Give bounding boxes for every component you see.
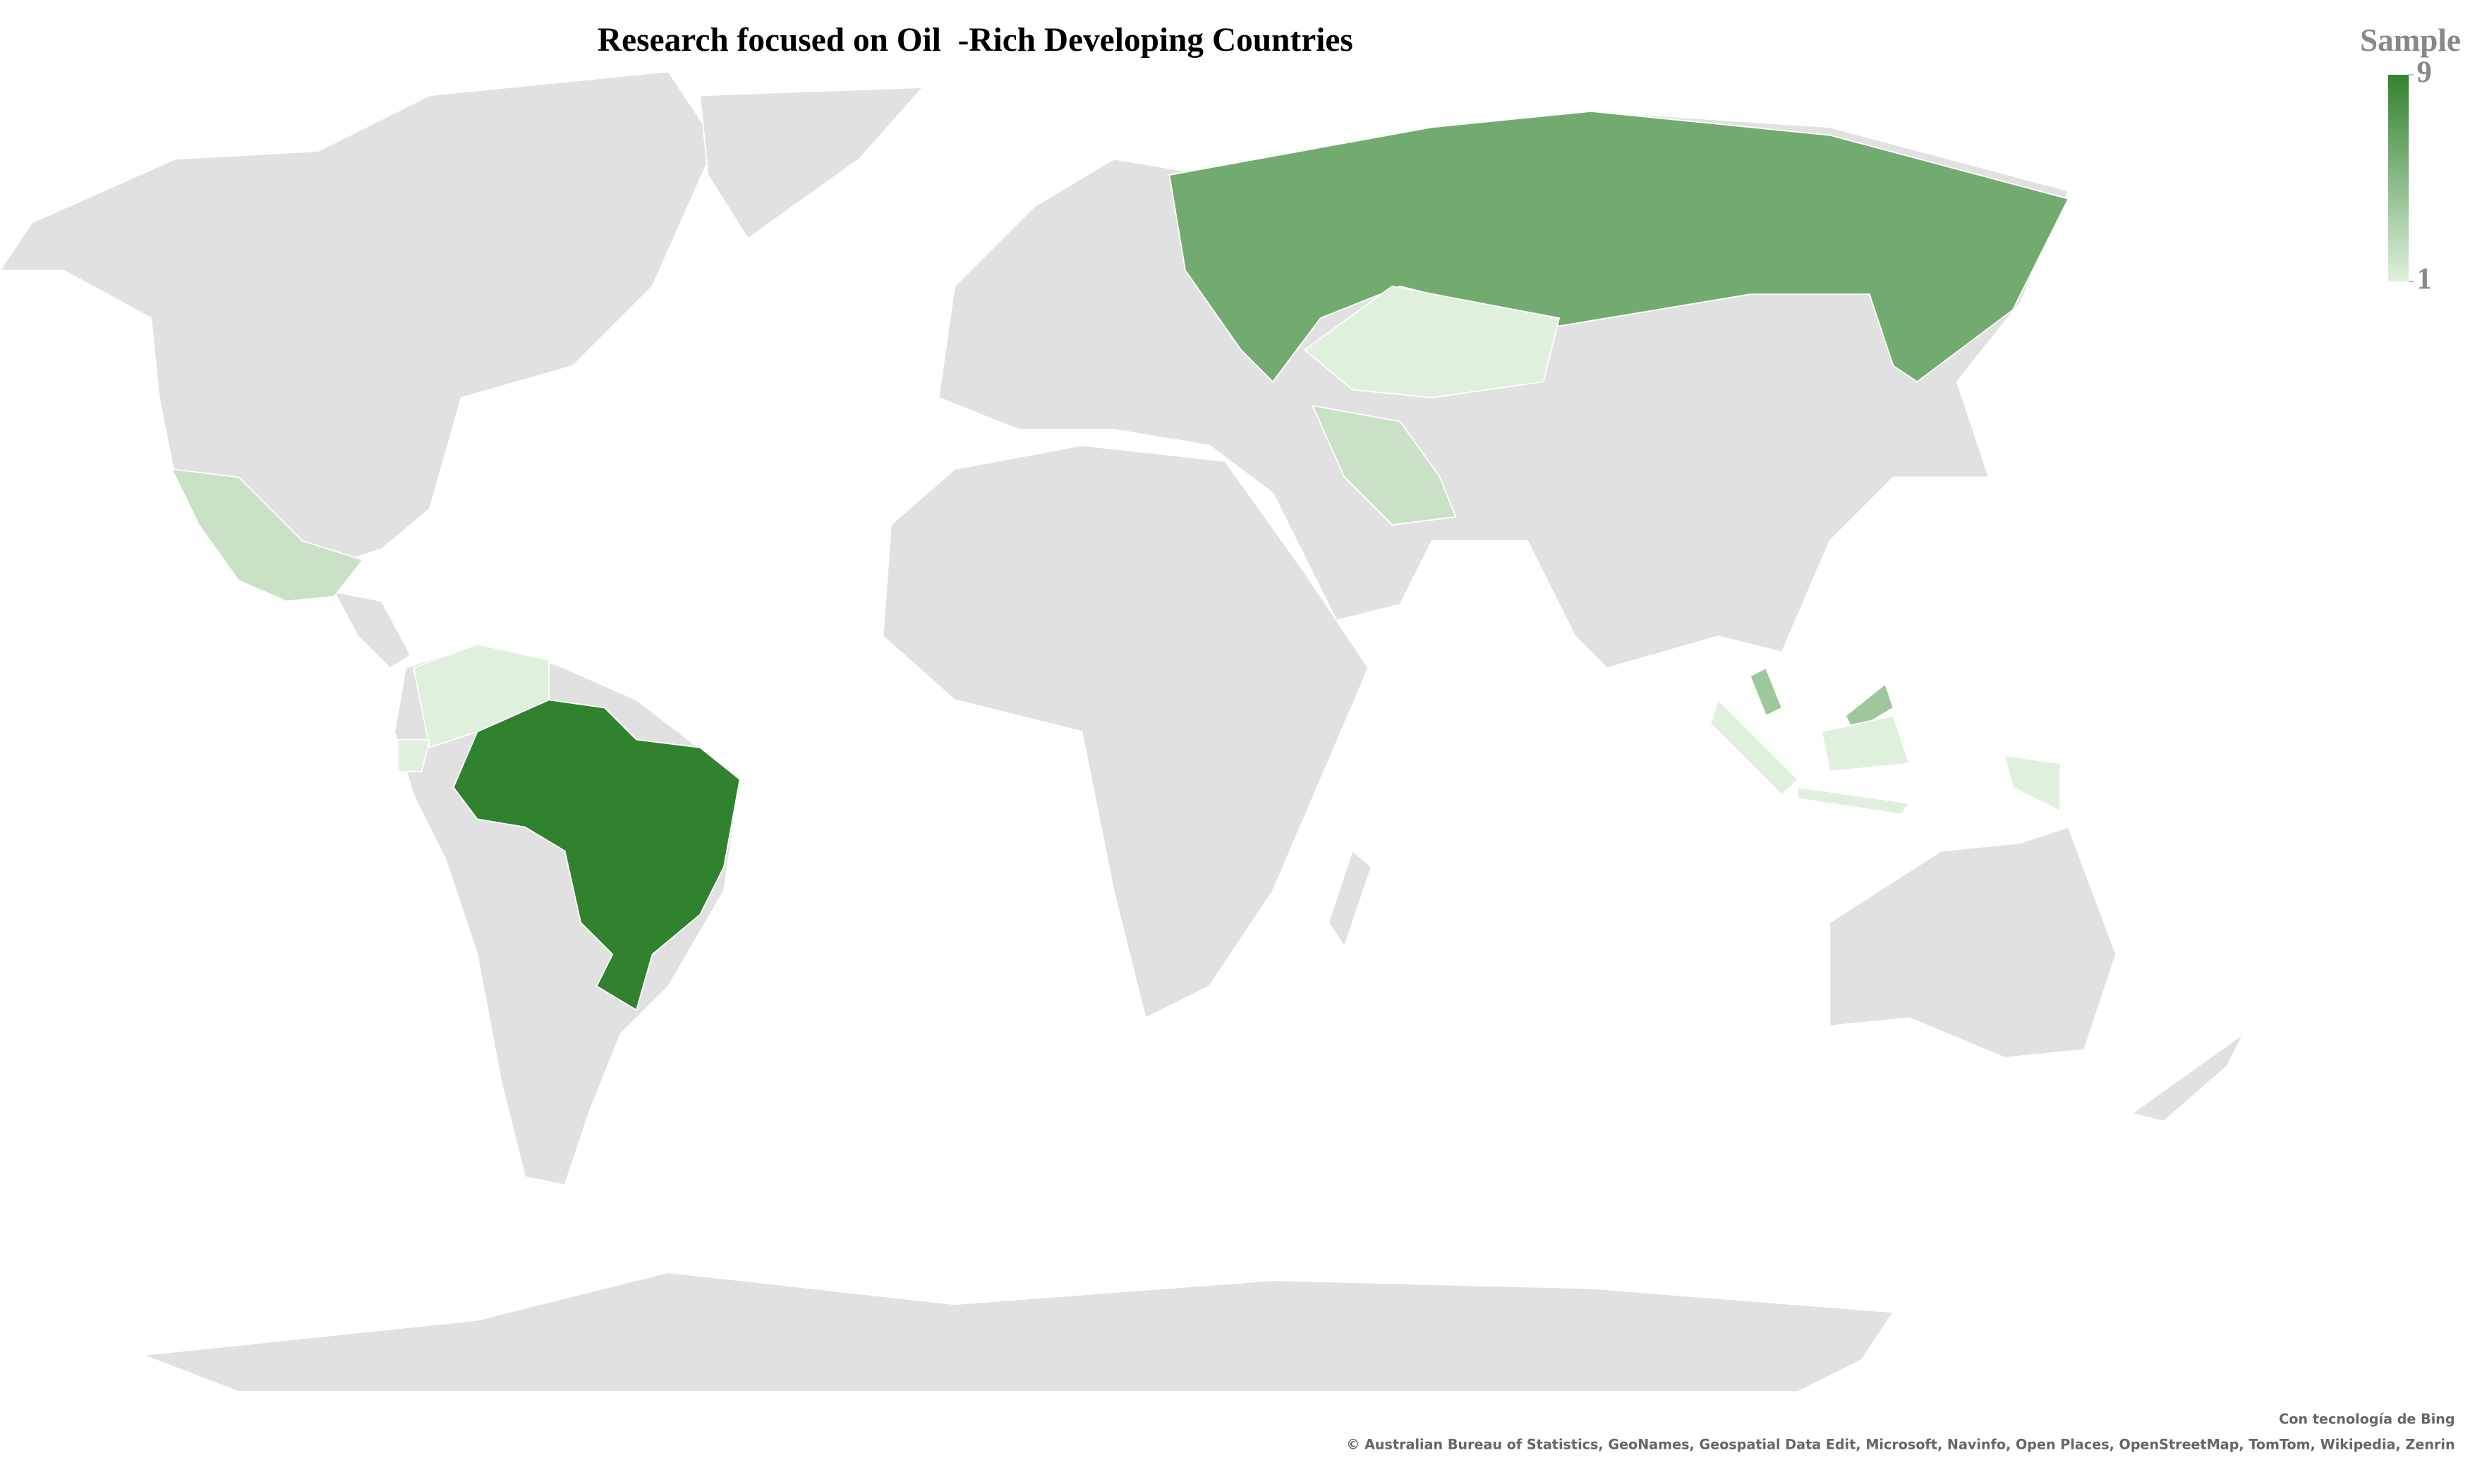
central-america bbox=[333, 590, 411, 669]
region[interactable] bbox=[452, 699, 741, 1011]
legend-tick-label: 1 bbox=[2417, 262, 2432, 296]
legend-color-bar bbox=[2387, 74, 2409, 282]
region[interactable] bbox=[1168, 110, 2069, 383]
region[interactable] bbox=[171, 468, 364, 602]
legend-tick-label: 9 bbox=[2417, 56, 2432, 89]
madagascar bbox=[1328, 850, 1372, 947]
attribution: © Australian Bureau of Statistics, GeoNa… bbox=[1346, 1436, 2454, 1452]
new-zealand bbox=[2131, 1033, 2244, 1122]
greenland bbox=[699, 87, 924, 240]
chart-title: Research focused on Oil -Rich Developing… bbox=[598, 22, 1353, 59]
africa bbox=[882, 444, 1369, 1019]
australia bbox=[1829, 826, 2117, 1059]
legend-title: Sample bbox=[2360, 23, 2461, 58]
regions bbox=[171, 110, 2069, 1011]
north-america bbox=[0, 71, 717, 597]
credit: Con tecnología de Bing bbox=[2279, 1411, 2454, 1427]
region[interactable] bbox=[1312, 405, 1457, 526]
region[interactable] bbox=[413, 643, 550, 748]
region[interactable] bbox=[1709, 699, 2062, 815]
antarctica bbox=[143, 1272, 1894, 1393]
region[interactable] bbox=[396, 738, 430, 772]
region[interactable] bbox=[1304, 286, 1560, 399]
